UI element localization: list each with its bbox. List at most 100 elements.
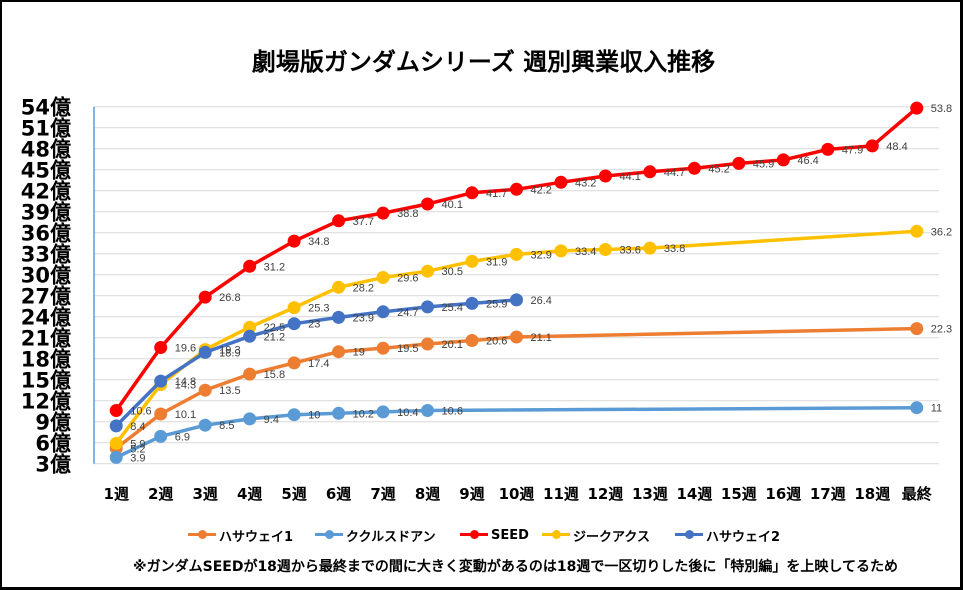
- legend-item-ハサウェイ2[interactable]: ハサウェイ2: [675, 524, 780, 546]
- y-tick-label: 21億: [21, 327, 71, 351]
- data-point: [376, 271, 390, 284]
- data-label: 45.9: [753, 158, 774, 170]
- data-label: 30.5: [442, 266, 463, 278]
- series-ハサウェイ2: [109, 293, 523, 433]
- data-point: [510, 182, 523, 196]
- data-point: [421, 300, 435, 314]
- legend-marker-icon: [460, 524, 488, 546]
- data-label: 22.3: [931, 324, 952, 336]
- data-point: [287, 234, 301, 248]
- series-ククルスドアン: [109, 401, 924, 464]
- data-point: [821, 142, 835, 156]
- data-point: [421, 197, 435, 211]
- data-point: [109, 404, 123, 417]
- data-point: [510, 293, 523, 307]
- series-layer: [109, 101, 924, 464]
- data-point: [776, 153, 790, 167]
- data-label: 26.8: [219, 292, 240, 304]
- x-tick-label: 11週: [543, 485, 579, 503]
- y-tick-label: 36億: [21, 222, 71, 246]
- data-label: 10.2: [353, 408, 374, 420]
- data-point: [598, 169, 612, 183]
- data-point: [465, 186, 479, 200]
- y-tick-label: 6億: [35, 432, 71, 456]
- data-point: [376, 341, 390, 355]
- legend-label: ハサウェイ1: [219, 529, 294, 545]
- data-label: 42.2: [531, 184, 552, 196]
- data-labels: 5.2 10.1 13.5 15.8 17.4 19 19.5 20.1 20.6 21.1 22.…: [130, 103, 952, 464]
- y-tick-label: 45億: [21, 159, 71, 183]
- legend-item-ククルスドアン[interactable]: ククルスドアン: [315, 524, 436, 546]
- x-tick-label: 18週: [854, 485, 890, 503]
- data-point: [109, 436, 123, 450]
- y-tick-label: 24億: [21, 306, 71, 330]
- data-label: 41.7: [486, 188, 507, 200]
- legend-item-ジークアクス[interactable]: ジークアクス: [542, 524, 650, 546]
- data-point: [421, 337, 435, 351]
- data-label: 26.4: [531, 295, 552, 307]
- data-point: [421, 264, 435, 278]
- data-point: [198, 345, 212, 359]
- legend-item-ハサウェイ1[interactable]: ハサウェイ1: [188, 524, 293, 546]
- data-label: 31.2: [264, 261, 285, 273]
- data-point: [598, 243, 612, 256]
- data-label: 33.8: [664, 243, 685, 255]
- data-label: 44.1: [619, 171, 640, 183]
- y-tick-label: 54億: [21, 96, 71, 120]
- data-point: [510, 247, 523, 261]
- y-tick-label: 51億: [21, 117, 71, 141]
- data-label: 44.7: [664, 167, 685, 179]
- data-label: 19.6: [175, 343, 196, 355]
- data-label: 10.1: [175, 409, 196, 421]
- data-label: 15.8: [264, 369, 285, 381]
- data-point: [376, 305, 390, 319]
- data-point: [910, 101, 924, 115]
- data-point: [732, 156, 746, 170]
- data-point: [154, 341, 168, 354]
- data-label: 21.1: [531, 332, 552, 344]
- x-tick-label: 2週: [148, 485, 173, 503]
- y-tick-label: 42億: [21, 180, 71, 204]
- legend-dot: [325, 530, 334, 539]
- series-line: [114, 298, 519, 428]
- data-point: [243, 412, 257, 426]
- data-point: [243, 259, 257, 273]
- data-label: 28.2: [353, 282, 374, 294]
- y-tick-label: 9億: [35, 411, 71, 435]
- legend-label: ククルスドアン: [346, 529, 436, 545]
- x-tick-label: 16週: [765, 485, 801, 503]
- data-point: [643, 165, 657, 179]
- data-label: 53.8: [931, 103, 952, 115]
- data-label: 14.3: [175, 380, 196, 392]
- series-ジークアクス: [109, 224, 924, 450]
- x-tick-label: 4週: [237, 485, 262, 503]
- chart-title: 劇場版ガンダムシリーズ 週別興業収入推移: [251, 48, 716, 76]
- data-label: 25.9: [486, 298, 507, 310]
- data-label: 47.9: [842, 144, 863, 156]
- x-tick-label: 14週: [676, 485, 712, 503]
- data-label: 17.4: [308, 358, 329, 370]
- legend-marker-icon: [542, 524, 570, 546]
- data-label: 21.2: [264, 331, 285, 343]
- data-label: 19: [353, 347, 365, 359]
- data-point: [287, 356, 301, 370]
- data-point: [198, 418, 212, 432]
- data-label: 34.8: [308, 236, 329, 248]
- y-tick-label: 33億: [21, 243, 71, 267]
- data-point: [465, 334, 479, 347]
- y-axis-tick-labels: 3億6億9億12億15億18億21億24億27億30億33億36億39億42億4…: [21, 96, 71, 477]
- data-point: [154, 374, 168, 388]
- legend-marker-icon: [188, 524, 216, 546]
- data-label: 18.9: [219, 347, 240, 359]
- legend-dot: [198, 530, 207, 539]
- x-tick-label: 最終: [902, 485, 933, 503]
- data-point: [243, 320, 257, 334]
- data-point: [510, 330, 523, 344]
- data-label: 10.4: [397, 407, 418, 419]
- y-tick-label: 15億: [21, 369, 71, 393]
- legend-item-SEED[interactable]: SEED: [460, 524, 529, 546]
- x-tick-label: 10週: [499, 485, 535, 503]
- data-label: 19.3: [219, 345, 240, 357]
- data-label: 13.5: [219, 385, 240, 397]
